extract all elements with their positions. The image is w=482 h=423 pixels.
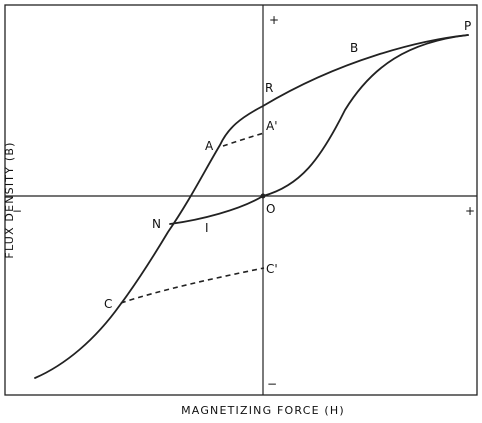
label-b: B bbox=[350, 41, 358, 55]
x-axis-title: MAGNETIZING FORCE (H) bbox=[181, 404, 345, 417]
label-a-prime: A' bbox=[266, 119, 278, 133]
recoil-line-a-a-prime bbox=[222, 132, 265, 147]
label-a: A bbox=[205, 139, 214, 153]
label-c-prime: C' bbox=[266, 262, 278, 276]
plot-frame bbox=[4, 4, 478, 396]
label-r: R bbox=[265, 81, 273, 95]
origin-point bbox=[260, 193, 266, 199]
recoil-line-c-c-prime bbox=[120, 267, 265, 304]
label-n: N bbox=[152, 217, 161, 231]
label-c: C bbox=[104, 297, 112, 311]
demagnetizing-curve bbox=[34, 34, 469, 379]
label-o: O bbox=[266, 202, 275, 216]
y-plus-sign: + bbox=[269, 13, 279, 27]
x-minus-sign: − bbox=[12, 204, 22, 218]
initial-magnetization-curve bbox=[262, 34, 469, 197]
recoil-curve-n-o bbox=[169, 195, 264, 225]
label-p: P bbox=[464, 19, 471, 33]
label-i: I bbox=[205, 221, 209, 235]
y-minus-sign: − bbox=[267, 377, 277, 391]
y-axis-title: FLUX DENSITY (B) bbox=[3, 141, 16, 258]
x-plus-sign: + bbox=[465, 204, 475, 218]
